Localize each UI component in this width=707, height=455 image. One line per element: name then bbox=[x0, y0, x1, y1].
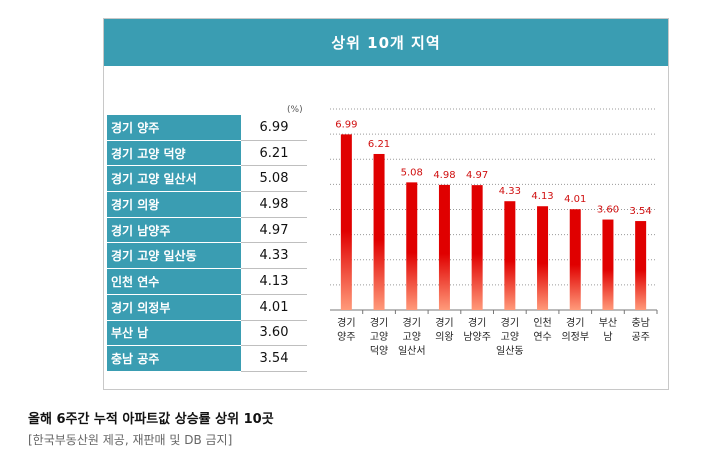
region-value: 6.21 bbox=[241, 140, 307, 167]
chart-title: 상위 10개 지역 bbox=[104, 19, 668, 66]
region-name: 경기 남양주 bbox=[107, 217, 241, 244]
region-name: 경기 의왕 bbox=[107, 191, 241, 218]
table-row: 경기 고양 일산동 4.33 bbox=[107, 242, 307, 270]
region-value: 4.01 bbox=[241, 294, 307, 321]
region-value: 5.08 bbox=[241, 165, 307, 193]
region-name: 부산 남 bbox=[107, 320, 241, 347]
x-tick-label: 의왕 bbox=[435, 331, 453, 343]
x-tick-label: 양주 bbox=[337, 331, 355, 343]
ranking-table: 경기 양주 6.99 경기 고양 덕양 6.21 경기 고양 일산서 5.08 경기 의왕 4… bbox=[107, 115, 307, 372]
x-tick-label: 부산 bbox=[599, 317, 617, 329]
bar bbox=[504, 201, 516, 310]
x-tick-label: 경기 bbox=[370, 316, 388, 329]
bar-value-label: 4.98 bbox=[433, 170, 455, 181]
x-tick-label: 남 bbox=[603, 331, 612, 343]
region-value: 4.13 bbox=[241, 268, 307, 295]
region-name: 경기 고양 일산서 bbox=[107, 165, 241, 193]
bar bbox=[635, 221, 647, 310]
bar-value-label: 6.21 bbox=[368, 139, 390, 150]
bar bbox=[438, 184, 450, 310]
table-row: 인천 연수 4.13 bbox=[107, 268, 307, 295]
bar-value-label: 5.08 bbox=[401, 167, 423, 178]
x-tick-label: 경기 bbox=[566, 316, 584, 329]
region-name: 경기 의정부 bbox=[107, 294, 241, 321]
table-row: 경기 양주 6.99 bbox=[107, 115, 307, 141]
region-name: 인천 연수 bbox=[107, 268, 241, 295]
source-credit: [한국부동산원 제공, 재판매 및 DB 금지] bbox=[28, 433, 233, 447]
bar bbox=[373, 153, 385, 310]
region-name: 경기 고양 덕양 bbox=[107, 140, 241, 167]
x-tick-label: 연수 bbox=[533, 331, 551, 343]
table-unit-label: (%) bbox=[287, 105, 303, 115]
region-name: 경기 고양 일산동 bbox=[107, 242, 241, 270]
region-name: 경기 양주 bbox=[107, 115, 241, 141]
bar-value-label: 4.97 bbox=[466, 170, 488, 181]
x-tick-label: 의정부 bbox=[561, 331, 589, 343]
bar bbox=[569, 209, 581, 310]
region-value: 4.98 bbox=[241, 191, 307, 218]
region-value: 6.99 bbox=[241, 115, 307, 141]
bar bbox=[471, 185, 483, 310]
bar-value-label: 3.60 bbox=[597, 205, 619, 216]
x-tick-label: 고양 bbox=[370, 331, 388, 343]
x-tick-label: 고양 bbox=[501, 331, 519, 343]
bar-value-label: 6.99 bbox=[335, 119, 357, 130]
x-tick-label: 경기 bbox=[403, 316, 421, 329]
x-tick-label: 고양 bbox=[403, 331, 421, 343]
table-row: 경기 고양 덕양 6.21 bbox=[107, 140, 307, 167]
bar-value-label: 4.13 bbox=[531, 191, 553, 202]
chart-figure: 상위 10개 지역 (%) 경기 양주 6.99 경기 고양 덕양 6.21 경기 고양… bbox=[103, 18, 669, 390]
table-row: 경기 의왕 4.98 bbox=[107, 191, 307, 218]
region-name: 충남 공주 bbox=[107, 345, 241, 372]
x-tick-label: 덕양 bbox=[370, 345, 388, 357]
bar bbox=[602, 219, 614, 310]
bar-value-label: 4.01 bbox=[564, 194, 586, 205]
region-value: 3.60 bbox=[241, 320, 307, 347]
table-row: 경기 고양 일산서 5.08 bbox=[107, 165, 307, 193]
bar bbox=[406, 182, 418, 310]
table-row: 경기 의정부 4.01 bbox=[107, 294, 307, 321]
x-tick-label: 경기 bbox=[501, 316, 519, 329]
x-tick-label: 충남 bbox=[631, 317, 649, 329]
x-tick-label: 경기 bbox=[435, 316, 453, 329]
bar bbox=[537, 206, 549, 310]
bar bbox=[340, 134, 352, 310]
x-tick-label: 경기 bbox=[468, 316, 486, 329]
region-value: 3.54 bbox=[241, 345, 307, 372]
x-tick-label: 남양주 bbox=[463, 331, 491, 343]
x-tick-label: 경기 bbox=[337, 316, 355, 329]
caption: 올해 6주간 누적 아파트값 상승률 상위 10곳 bbox=[28, 412, 274, 427]
bar-value-label: 4.33 bbox=[499, 186, 521, 197]
x-tick-label: 일산서 bbox=[398, 345, 426, 357]
table-row: 경기 남양주 4.97 bbox=[107, 217, 307, 244]
region-value: 4.97 bbox=[241, 217, 307, 244]
table-row: 부산 남 3.60 bbox=[107, 320, 307, 347]
x-tick-label: 공주 bbox=[631, 331, 649, 343]
bar-value-label: 3.54 bbox=[630, 206, 652, 217]
region-value: 4.33 bbox=[241, 242, 307, 270]
table-row: 충남 공주 3.54 bbox=[107, 345, 307, 372]
x-tick-label: 일산동 bbox=[496, 345, 524, 357]
x-tick-label: 인천 bbox=[533, 317, 551, 329]
